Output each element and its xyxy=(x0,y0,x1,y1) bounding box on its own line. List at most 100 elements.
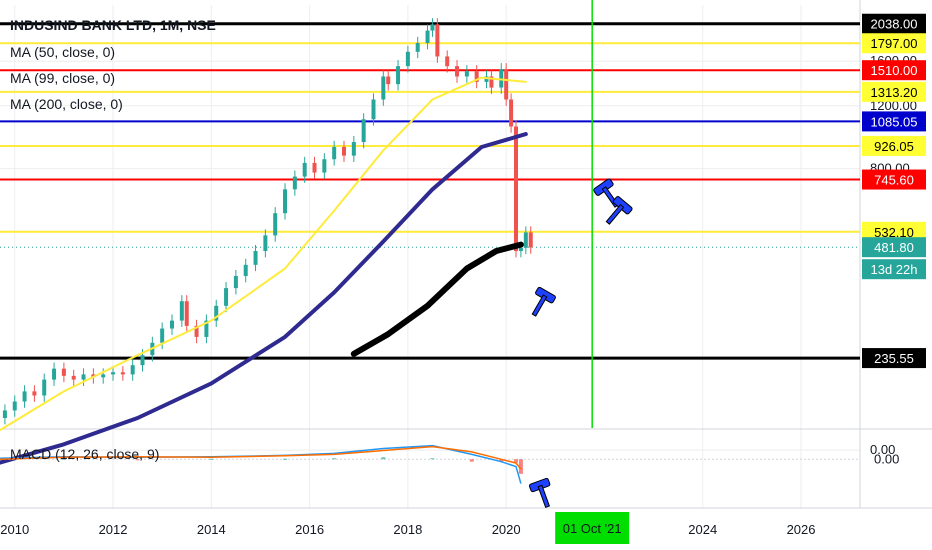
candle xyxy=(361,119,366,143)
candle xyxy=(243,264,248,277)
level-badge xyxy=(862,348,926,369)
candle xyxy=(464,71,469,77)
time-tick-label: 2016 xyxy=(295,522,324,537)
candle xyxy=(283,189,288,214)
candle xyxy=(22,391,27,402)
level-badge xyxy=(862,60,926,81)
level-badge xyxy=(862,135,926,156)
candle xyxy=(2,410,7,419)
legend-ma-50[interactable]: MA (50, close, 0) xyxy=(10,44,116,60)
candle xyxy=(504,69,509,100)
level-label: 1797.00 xyxy=(871,36,918,51)
signal-line xyxy=(0,445,522,470)
candle xyxy=(111,372,116,375)
candle xyxy=(425,30,430,43)
candle xyxy=(160,328,165,343)
candle xyxy=(396,66,401,85)
level-badge xyxy=(862,221,926,242)
ma-line xyxy=(0,132,528,465)
candle xyxy=(61,368,66,376)
candle xyxy=(302,162,307,177)
macd-hist-bar xyxy=(283,458,288,460)
level-label: 1510.00 xyxy=(871,63,918,78)
candle xyxy=(489,76,494,88)
candle xyxy=(12,401,17,411)
level-label: 745.60 xyxy=(874,173,914,188)
candle xyxy=(514,126,518,252)
macd-tick-label: 0.00 xyxy=(874,451,899,466)
time-tick-label: 2012 xyxy=(99,522,128,537)
candle xyxy=(224,288,229,306)
candle xyxy=(170,320,174,329)
candles xyxy=(2,18,533,425)
level-label: 926.05 xyxy=(874,139,914,154)
macd-hist-bar xyxy=(332,458,337,460)
time-tick-label: 2018 xyxy=(393,522,422,537)
moving-averages xyxy=(0,76,528,465)
candle xyxy=(292,176,297,190)
candle xyxy=(415,42,420,52)
chart-title: INDUSIND BANK LTD, 1M, NSE xyxy=(10,17,216,33)
ma-line xyxy=(0,76,527,432)
time-tick-label: 2020 xyxy=(492,522,521,537)
macd-hist-bar xyxy=(499,459,504,462)
candle xyxy=(523,232,528,248)
candle xyxy=(518,247,523,252)
candle xyxy=(474,71,479,82)
candle xyxy=(194,325,199,337)
candle xyxy=(71,375,76,380)
candle xyxy=(405,51,410,67)
candle xyxy=(204,320,209,337)
candle xyxy=(52,368,57,380)
level-badge xyxy=(862,169,926,190)
price-tick-label: 0.00 xyxy=(870,442,895,457)
candle xyxy=(322,159,327,173)
candle xyxy=(351,142,356,156)
candle xyxy=(332,146,337,160)
candle xyxy=(455,66,460,77)
time-tick-label: 2014 xyxy=(197,522,226,537)
drawings[interactable] xyxy=(525,0,633,510)
legend-ma-99[interactable]: MA (99, close, 0) xyxy=(10,70,116,86)
candle xyxy=(484,76,489,82)
price-axis: 1600.001200.00800.000.002038.001797.0015… xyxy=(862,13,926,466)
legend-ma-200[interactable]: MA (200, close, 0) xyxy=(10,96,123,112)
macd-pane xyxy=(0,444,860,484)
macd-hist-bar xyxy=(430,458,435,460)
candle xyxy=(528,232,533,248)
macd-hist-bar xyxy=(381,457,386,460)
candle xyxy=(32,391,37,396)
candle xyxy=(233,276,238,289)
candle xyxy=(445,56,450,67)
level-badge xyxy=(862,33,926,54)
candle xyxy=(179,301,184,321)
candle xyxy=(430,24,435,31)
candle xyxy=(435,24,440,57)
date-marker-badge xyxy=(555,512,630,544)
time-tick-label: 2010 xyxy=(0,522,29,537)
candle xyxy=(312,162,317,173)
ma-line xyxy=(350,241,524,357)
candle xyxy=(263,235,268,252)
hammer-icon xyxy=(531,286,556,317)
candle xyxy=(386,76,391,85)
level-label: 2038.00 xyxy=(871,17,918,32)
candle xyxy=(273,213,278,236)
macd-hist-bar xyxy=(61,458,66,460)
candle xyxy=(42,379,47,396)
last-price-badge xyxy=(862,237,926,258)
candle xyxy=(130,365,135,375)
last-price-label: 481.80 xyxy=(874,240,914,255)
countdown-label: 13d 22h xyxy=(871,262,918,277)
date-marker-label: 01 Oct '21 xyxy=(563,521,622,536)
time-axis: 01 Oct '21 2010 2012 2014 2016 2018 2020 2024 20… xyxy=(0,512,815,544)
candle xyxy=(499,69,504,88)
level-label: 532.10 xyxy=(874,225,914,240)
macd-hist-bar xyxy=(469,459,474,462)
legend-macd[interactable]: MACD (12, 26, close, 9) xyxy=(10,446,160,462)
countdown-badge xyxy=(862,259,926,280)
candle xyxy=(140,355,145,366)
candle xyxy=(101,374,106,378)
candle xyxy=(81,374,86,380)
